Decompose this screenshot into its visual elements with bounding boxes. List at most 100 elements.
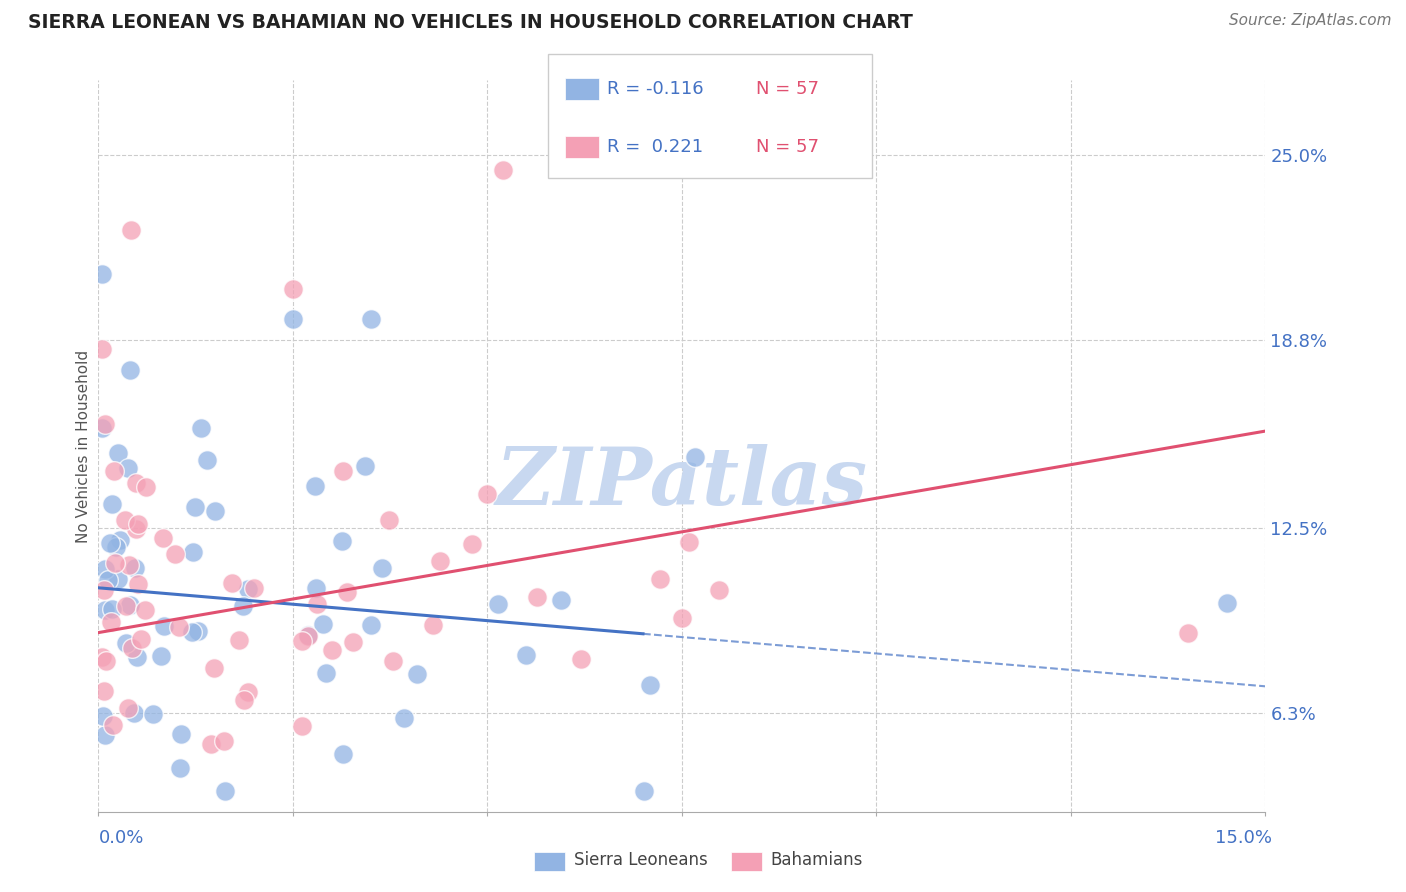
- Point: [360, 312, 382, 326]
- Point: [332, 464, 354, 478]
- Point: [392, 711, 415, 725]
- Point: [461, 536, 484, 550]
- Point: [114, 513, 136, 527]
- Point: [200, 737, 222, 751]
- Point: [101, 718, 124, 732]
- Point: [650, 572, 672, 586]
- Point: [152, 531, 174, 545]
- Point: [101, 602, 124, 616]
- Point: [117, 461, 139, 475]
- Point: [120, 599, 142, 613]
- Point: [707, 583, 730, 598]
- Point: [406, 666, 429, 681]
- Point: [103, 464, 125, 478]
- Point: [360, 618, 382, 632]
- Point: [125, 522, 148, 536]
- Point: [91, 342, 114, 356]
- Point: [297, 629, 319, 643]
- Point: [120, 222, 142, 236]
- Point: [163, 547, 186, 561]
- Point: [115, 599, 138, 614]
- Point: [214, 734, 236, 748]
- Point: [330, 533, 353, 548]
- Point: [104, 540, 127, 554]
- Point: [170, 727, 193, 741]
- Point: [515, 648, 537, 662]
- Point: [180, 624, 202, 639]
- Point: [93, 582, 115, 597]
- Point: [526, 590, 548, 604]
- Point: [236, 684, 259, 698]
- Point: [315, 665, 337, 680]
- Point: [321, 642, 343, 657]
- Text: Sierra Leoneans: Sierra Leoneans: [574, 851, 707, 869]
- Point: [232, 599, 254, 613]
- Point: [91, 268, 114, 282]
- Point: [214, 784, 236, 798]
- Point: [228, 632, 250, 647]
- Point: [97, 573, 120, 587]
- Point: [1215, 596, 1237, 610]
- Point: [96, 654, 118, 668]
- Point: [181, 545, 204, 559]
- Point: [93, 684, 115, 698]
- Point: [100, 615, 122, 629]
- Point: [202, 661, 225, 675]
- Point: [378, 513, 401, 527]
- Point: [94, 728, 117, 742]
- Point: [354, 458, 377, 473]
- Point: [117, 701, 139, 715]
- Point: [107, 572, 129, 586]
- Text: Source: ZipAtlas.com: Source: ZipAtlas.com: [1229, 13, 1392, 29]
- Text: Bahamians: Bahamians: [770, 851, 863, 869]
- Point: [121, 640, 143, 655]
- Point: [238, 582, 260, 597]
- Point: [167, 620, 190, 634]
- Point: [142, 707, 165, 722]
- Point: [190, 421, 212, 435]
- Point: [492, 162, 515, 177]
- Point: [305, 581, 328, 595]
- Point: [108, 533, 131, 547]
- Point: [150, 648, 173, 663]
- Text: N = 57: N = 57: [756, 80, 820, 98]
- Point: [486, 597, 509, 611]
- Point: [281, 312, 304, 326]
- Y-axis label: No Vehicles in Household: No Vehicles in Household: [76, 350, 91, 542]
- Point: [134, 603, 156, 617]
- Point: [122, 706, 145, 720]
- Point: [187, 624, 209, 639]
- Point: [204, 504, 226, 518]
- Point: [233, 692, 256, 706]
- Point: [304, 479, 326, 493]
- Text: ZIPatlas: ZIPatlas: [496, 444, 868, 521]
- Text: N = 57: N = 57: [756, 138, 820, 156]
- Text: R =  0.221: R = 0.221: [607, 138, 703, 156]
- Text: 0.0%: 0.0%: [98, 829, 143, 847]
- Point: [98, 535, 121, 549]
- Point: [297, 628, 319, 642]
- Point: [93, 603, 115, 617]
- Point: [107, 446, 129, 460]
- Point: [93, 561, 115, 575]
- Point: [678, 535, 700, 549]
- Point: [183, 500, 205, 515]
- Point: [685, 450, 707, 465]
- Point: [381, 654, 404, 668]
- Point: [127, 576, 149, 591]
- Text: SIERRA LEONEAN VS BAHAMIAN NO VEHICLES IN HOUSEHOLD CORRELATION CHART: SIERRA LEONEAN VS BAHAMIAN NO VEHICLES I…: [28, 13, 912, 32]
- Point: [633, 784, 655, 798]
- Point: [640, 677, 662, 691]
- Point: [291, 719, 314, 733]
- Point: [336, 585, 359, 599]
- Point: [342, 635, 364, 649]
- Point: [1177, 625, 1199, 640]
- Text: 15.0%: 15.0%: [1215, 829, 1272, 847]
- Point: [311, 617, 333, 632]
- Point: [422, 617, 444, 632]
- Point: [124, 561, 146, 575]
- Point: [371, 560, 394, 574]
- Point: [91, 421, 114, 435]
- Point: [127, 517, 149, 532]
- Point: [290, 633, 312, 648]
